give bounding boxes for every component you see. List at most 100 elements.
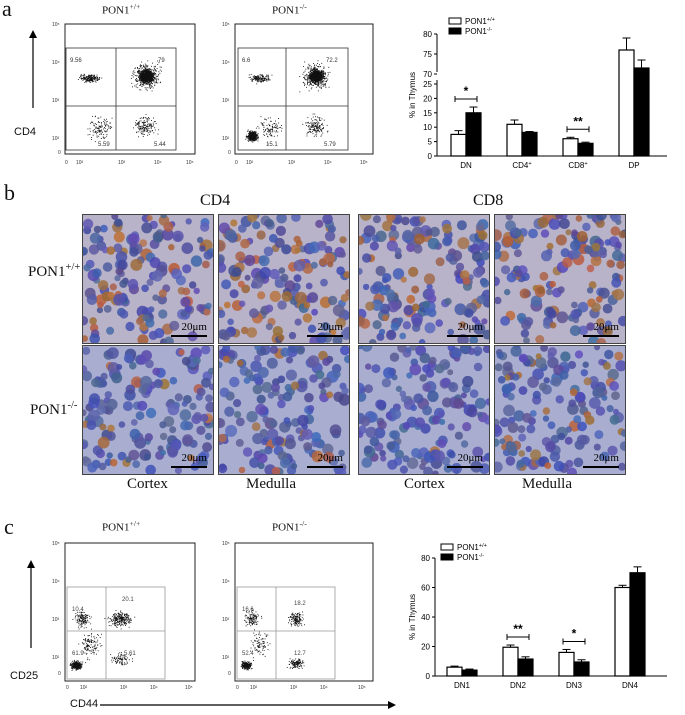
event-dot [92,650,94,651]
event-dot [299,76,301,77]
event-dot [156,82,157,83]
event-dot [140,65,142,67]
event-dot [157,79,159,81]
event-dot [320,73,322,75]
event-dot [78,611,80,613]
event-dot [145,130,147,132]
event-dot [99,134,101,135]
event-dot [87,644,89,645]
event-dot [146,80,148,82]
event-dot [73,663,75,665]
event-dot [81,615,82,617]
event-dot [146,66,148,68]
event-dot [325,86,327,88]
event-dot [308,128,310,130]
event-dot [250,79,252,80]
event-dot [91,139,92,140]
event-dot [314,81,316,83]
event-dot [77,665,79,667]
event-dot [247,138,249,139]
event-dot [254,140,256,142]
event-dot [143,127,144,128]
event-dot [77,622,79,624]
event-dot [270,129,272,130]
event-dot [115,625,117,627]
event-dot [262,75,264,77]
event-dot [244,660,246,662]
event-dot [257,134,259,136]
event-dot [135,86,137,88]
event-dot [146,130,148,132]
event-dot [83,617,85,619]
event-dot [72,666,74,667]
event-dot [317,85,318,87]
event-dot [150,72,152,74]
event-dot [79,615,81,617]
event-dot [312,125,314,127]
event-dot [252,135,254,137]
event-dot [115,618,117,619]
event-dot [256,134,258,135]
event-dot [157,75,159,77]
chart-label: PON1-/- [465,27,492,36]
event-dot [147,65,149,67]
event-dot [135,80,137,82]
event-dot [117,615,119,617]
event-dot [117,656,119,658]
event-dot [117,618,119,620]
event-dot [140,125,142,127]
event-dot [304,75,306,77]
event-dot [89,75,90,77]
event-dot [160,66,162,68]
event-dot [88,76,89,78]
event-dot [137,87,139,89]
row-label-wt: PON1+/+ [28,262,80,281]
event-dot [310,74,312,75]
event-dot [120,610,122,612]
event-dot [120,614,121,615]
event-dot [248,77,250,78]
event-dot [151,75,152,77]
event-dot [122,619,124,620]
event-dot [312,76,314,78]
event-dot [312,127,314,128]
event-dot [255,76,256,77]
event-dot [127,616,129,618]
event-dot [252,141,254,143]
event-dot [140,78,142,80]
event-dot [307,80,308,82]
event-dot [317,129,318,131]
event-dot [316,84,318,85]
event-dot [77,619,79,621]
event-dot [95,130,97,132]
event-dot [114,613,116,615]
event-dot [267,78,269,80]
event-dot [268,133,270,135]
event-dot [326,81,327,83]
event-dot [146,75,148,76]
event-dot [144,130,146,132]
event-dot [86,77,88,79]
event-dot [115,615,117,617]
event-dot [323,72,324,74]
event-dot [274,126,276,128]
event-dot [309,126,311,128]
event-dot [158,71,160,73]
event-dot [140,79,142,81]
event-dot [250,139,251,141]
event-dot [324,84,326,86]
event-dot [304,84,306,85]
event-dot [255,79,256,81]
event-dot [89,78,91,79]
event-dot [150,69,152,71]
event-dot [79,668,81,670]
event-dot [310,83,312,85]
event-dot [311,79,313,81]
event-dot [153,72,154,74]
event-dot [72,660,73,662]
event-dot [142,124,144,126]
event-dot [281,125,282,126]
event-dot [112,620,113,622]
event-dot [316,126,318,128]
event-dot [270,120,271,122]
